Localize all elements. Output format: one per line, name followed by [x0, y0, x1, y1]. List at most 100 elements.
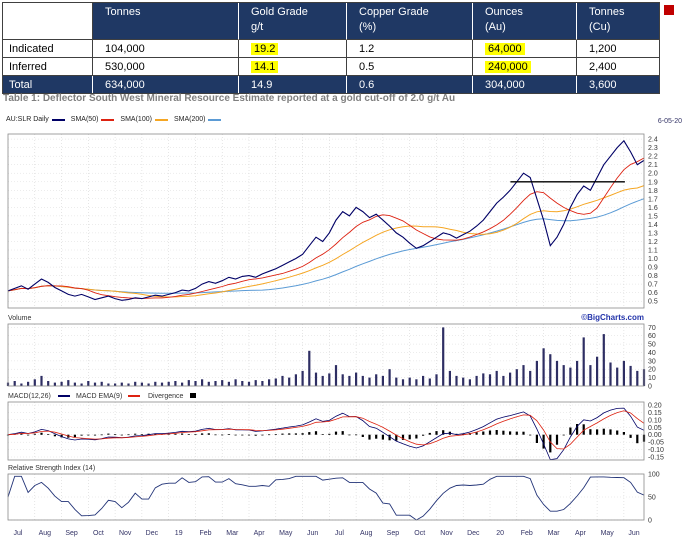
col-header-ounces: Ounces (Au) — [473, 3, 577, 40]
table-corner-cell — [3, 3, 93, 40]
svg-text:100: 100 — [648, 472, 660, 479]
svg-text:1.5: 1.5 — [648, 213, 658, 220]
svg-text:Aug: Aug — [39, 530, 52, 537]
cell-tonnes-cu: 3,600 — [577, 76, 659, 93]
svg-text:0: 0 — [648, 518, 652, 525]
cell-tonnes-cu: 2,400 — [577, 58, 659, 76]
svg-text:Dec: Dec — [146, 530, 159, 537]
svg-text:0.05: 0.05 — [648, 425, 662, 432]
cell-value: 530,000 — [105, 60, 145, 73]
svg-text:70: 70 — [648, 325, 656, 332]
cell-ounces: 64,000 — [473, 40, 577, 58]
svg-text:Jun: Jun — [307, 530, 318, 537]
svg-text:1.2: 1.2 — [648, 239, 658, 246]
legend-item: SMA(200) — [174, 116, 222, 123]
svg-text:Apr: Apr — [575, 530, 587, 537]
col-header-tonnes: Tonnes — [93, 3, 239, 40]
chart-date-label: 6-05-20 — [657, 118, 682, 125]
col-header-label: Tonnes — [105, 6, 141, 18]
table-row-indicated: Indicated 104,000 19.2 1.2 64,000 1,200 — [3, 40, 659, 58]
svg-text:Jul: Jul — [14, 530, 23, 537]
svg-text:-0.05: -0.05 — [648, 440, 664, 447]
cell-value: 3,600 — [589, 78, 617, 91]
cell-value: 0.5 — [359, 60, 375, 73]
resource-table: Tonnes Gold Grade g/t Copper Grade (%) O… — [2, 2, 660, 94]
row-label: Indicated — [3, 40, 93, 58]
svg-text:1.8: 1.8 — [648, 188, 658, 195]
cell-gold-grade: 19.2 — [239, 40, 347, 58]
svg-text:Nov: Nov — [119, 530, 132, 537]
svg-text:0: 0 — [648, 384, 652, 391]
svg-text:20: 20 — [496, 530, 504, 537]
main-legend: 6-05-20 AU:SLR Daily SMA(50) SMA(100) SMA(2… — [0, 116, 688, 130]
svg-text:Oct: Oct — [414, 530, 425, 537]
cell-tonnes: 530,000 — [93, 58, 239, 76]
svg-text:0.00: 0.00 — [648, 432, 662, 439]
svg-text:0.8: 0.8 — [648, 273, 658, 280]
rsi-panel: Relative Strength Index (14) 100 50 0 — [0, 462, 688, 524]
svg-text:MACD EMA(9): MACD EMA(9) — [76, 393, 122, 400]
highlighted-value: 14.1 — [251, 60, 279, 73]
svg-text:1.1: 1.1 — [648, 248, 658, 255]
svg-text:0.9: 0.9 — [648, 265, 658, 272]
table-row-total: Total 634,000 14.9 0.6 304,000 3,600 — [3, 76, 659, 93]
highlighted-value: 240,000 — [485, 60, 531, 73]
table-row-inferred: Inferred 530,000 14.1 0.5 240,000 2,400 — [3, 58, 659, 76]
svg-text:-0.10: -0.10 — [648, 447, 664, 454]
legend-item: SMA(100) — [120, 116, 168, 123]
svg-text:2.1: 2.1 — [648, 162, 658, 169]
svg-text:Divergence: Divergence — [148, 393, 184, 400]
volume-panel: Volume ©BigCharts.com 70 60 50 40 30 20 10 0 — [0, 312, 688, 390]
cell-value: 0.6 — [359, 78, 375, 91]
svg-text:1.9: 1.9 — [648, 179, 658, 186]
svg-text:Volume: Volume — [8, 315, 31, 322]
svg-text:0.10: 0.10 — [648, 417, 662, 424]
cell-value: 1.2 — [359, 42, 375, 55]
svg-text:50: 50 — [648, 495, 656, 502]
svg-text:Relative Strength Index (14): Relative Strength Index (14) — [8, 465, 95, 472]
col-header-sublabel: g/t — [251, 21, 264, 33]
col-header-label: Gold Grade — [251, 6, 308, 18]
svg-text:2.0: 2.0 — [648, 171, 658, 178]
table-caption: Table 1: Deflector South West Mineral Re… — [3, 93, 456, 104]
col-header-label: Tonnes — [589, 6, 625, 18]
legend-color-dash — [51, 118, 65, 121]
cell-gold-grade: 14.1 — [239, 58, 347, 76]
svg-text:Feb: Feb — [199, 530, 211, 537]
col-header-sublabel: (%) — [359, 21, 377, 33]
legend-item: SMA(50) — [71, 116, 115, 123]
highlighted-value: 64,000 — [485, 42, 525, 55]
svg-text:2.2: 2.2 — [648, 154, 658, 161]
red-square-marker — [664, 5, 674, 15]
svg-text:Nov: Nov — [440, 530, 453, 537]
svg-text:50: 50 — [648, 342, 656, 349]
legend-color-dash — [208, 118, 222, 121]
svg-text:1.0: 1.0 — [648, 256, 658, 263]
svg-text:10: 10 — [648, 375, 656, 382]
svg-text:2.3: 2.3 — [648, 145, 658, 152]
svg-text:Feb: Feb — [521, 530, 533, 537]
col-header-sublabel: (Cu) — [589, 21, 611, 33]
cell-ounces: 304,000 — [473, 76, 577, 93]
cell-value: 104,000 — [105, 42, 145, 55]
svg-text:Sep: Sep — [65, 530, 78, 537]
svg-text:1.4: 1.4 — [648, 222, 658, 229]
cell-value: 304,000 — [485, 78, 525, 91]
svg-text:-0.15: -0.15 — [648, 455, 664, 462]
svg-text:Sep: Sep — [387, 530, 400, 537]
svg-text:©BigCharts.com: ©BigCharts.com — [581, 313, 644, 322]
col-header-tonnes-cu: Tonnes (Cu) — [577, 3, 659, 40]
svg-text:Mar: Mar — [548, 530, 561, 537]
table-header-row: Tonnes Gold Grade g/t Copper Grade (%) O… — [3, 3, 659, 40]
svg-text:19: 19 — [175, 530, 183, 537]
highlighted-value: 19.2 — [251, 42, 279, 55]
cell-value: 14.9 — [251, 78, 273, 91]
cell-value: 634,000 — [105, 78, 145, 91]
price-panel: 2.4 2.3 2.2 2.1 2.0 1.9 1.8 1.7 1.6 1.5 1.4 1.3 1.2 1… — [0, 130, 688, 312]
cell-copper-grade: 0.6 — [347, 76, 473, 93]
svg-text:2.4: 2.4 — [648, 137, 658, 144]
col-header-gold-grade: Gold Grade g/t — [239, 3, 347, 40]
svg-text:0.6: 0.6 — [648, 290, 658, 297]
macd-panel: MACD(12,26) MACD EMA(9) Divergence 0.20 0.15… — [0, 390, 688, 462]
